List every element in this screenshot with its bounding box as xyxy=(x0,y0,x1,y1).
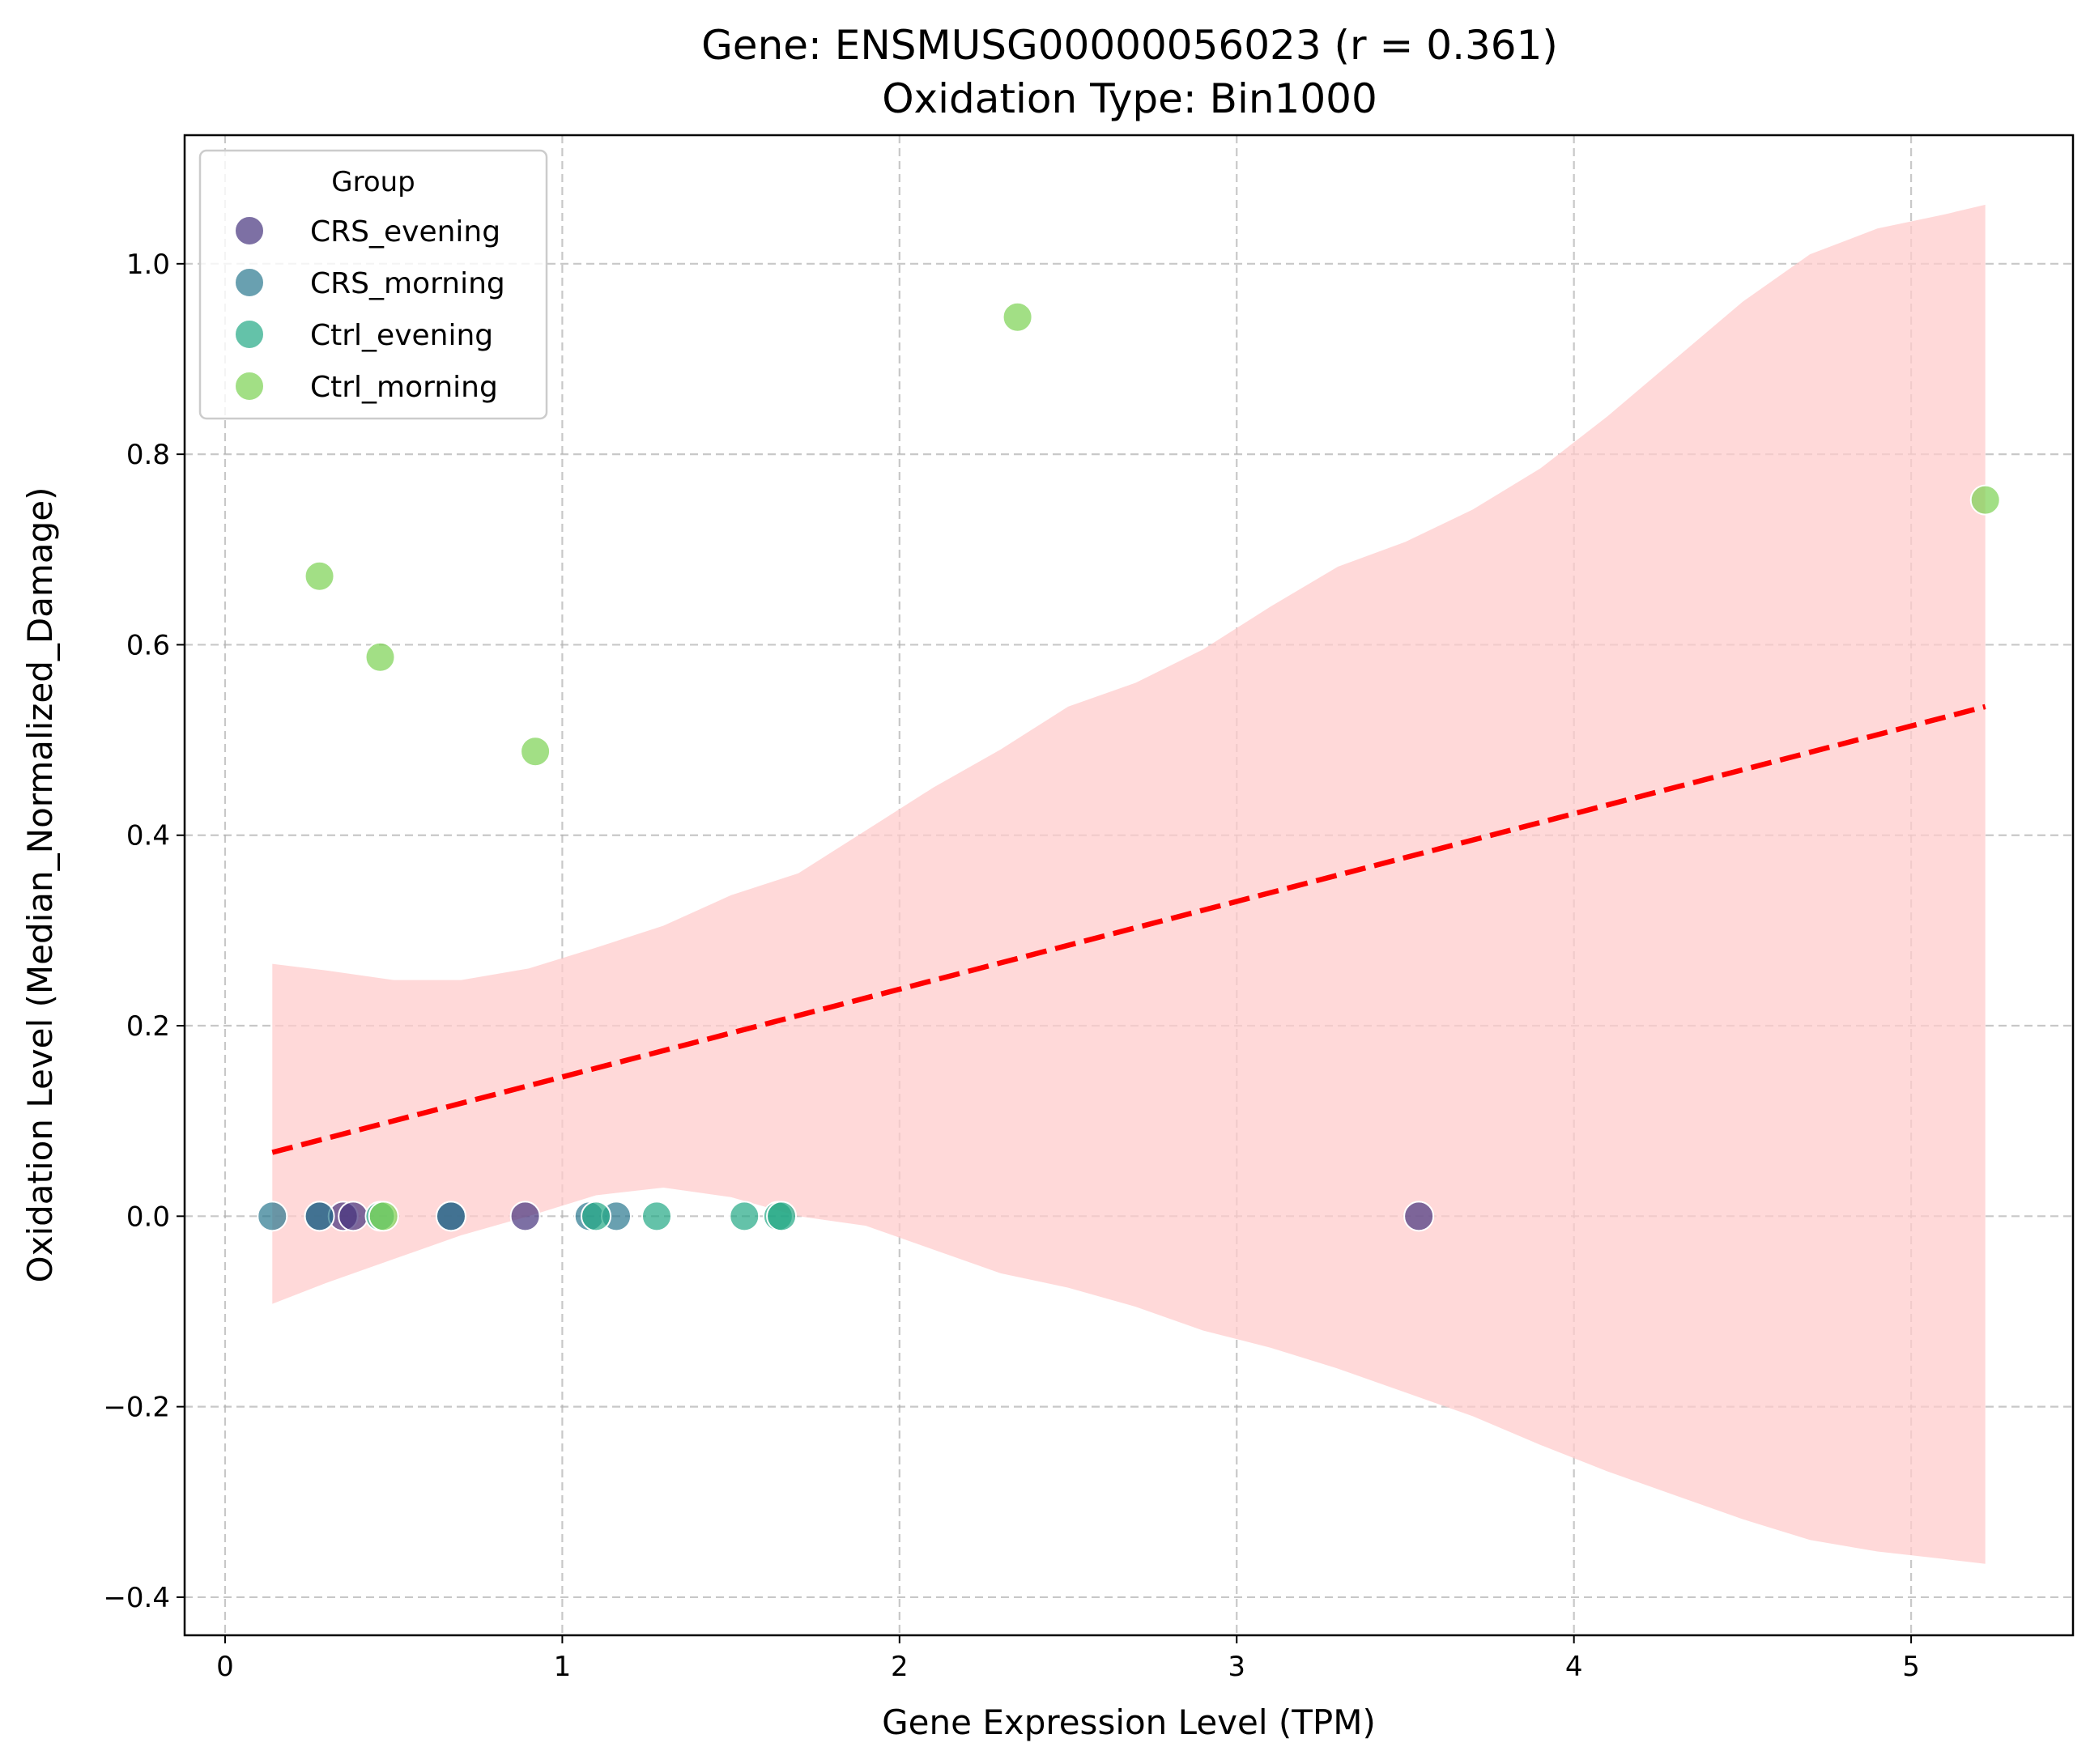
y-tick-label: −0.4 xyxy=(103,1582,170,1614)
data-point xyxy=(641,1201,672,1232)
x-tick-label: 1 xyxy=(554,1651,572,1683)
x-tick-label: 2 xyxy=(891,1651,909,1683)
y-tick-label: 0.0 xyxy=(126,1201,170,1233)
legend: Group CRS_evening CRS_morning Ctrl_evening… xyxy=(198,149,548,420)
x-tick-label: 4 xyxy=(1565,1651,1583,1683)
legend-marker xyxy=(234,215,265,246)
data-point xyxy=(1969,484,2001,516)
data-point xyxy=(368,1201,399,1232)
legend-box xyxy=(198,149,548,420)
legend-label: CRS_evening xyxy=(310,215,500,249)
legend-marker xyxy=(234,371,265,402)
data-point xyxy=(1403,1201,1435,1232)
x-tick-label: 0 xyxy=(216,1651,234,1683)
legend-label: Ctrl_morning xyxy=(310,371,498,404)
legend-items: CRS_evening CRS_morning Ctrl_evening Ctrl_m… xyxy=(234,215,505,404)
legend-marker xyxy=(234,319,265,350)
data-point xyxy=(766,1201,798,1232)
legend-label: Ctrl_evening xyxy=(310,319,493,352)
confidence-band xyxy=(272,204,1986,1564)
data-point xyxy=(581,1201,612,1232)
data-point xyxy=(304,1201,335,1232)
data-point xyxy=(520,736,551,767)
regression-line xyxy=(271,703,1986,1155)
data-point xyxy=(364,641,396,673)
x-tick-label: 5 xyxy=(1902,1651,1920,1683)
legend-title: Group xyxy=(331,166,415,198)
data-point xyxy=(304,560,335,592)
y-tick-label: 1.0 xyxy=(126,249,170,281)
plot-frame xyxy=(183,134,2075,1637)
regression-line-layer xyxy=(271,703,1986,1155)
chart-title-line-2: Oxidation Type: Bin1000 xyxy=(882,75,1377,122)
legend-label: CRS_morning xyxy=(310,267,505,300)
axis-ticks: 0 1 2 3 4 5 −0.4 −0.2 0.0 0.2 0.4 0.6 0.8 1.0 xyxy=(103,249,1919,1683)
data-point xyxy=(509,1201,541,1232)
x-axis-label: Gene Expression Level (TPM) xyxy=(882,1702,1376,1742)
y-tick-label: 0.8 xyxy=(126,439,170,471)
legend-marker xyxy=(234,267,265,298)
data-point xyxy=(1002,301,1033,333)
data-points-layer xyxy=(257,301,2001,1232)
y-tick-label: −0.2 xyxy=(103,1392,170,1424)
data-point xyxy=(257,1201,288,1232)
chart-title-line-1: Gene: ENSMUSG00000056023 (r = 0.361) xyxy=(701,22,1558,69)
data-point xyxy=(729,1201,760,1232)
y-tick-label: 0.6 xyxy=(126,629,170,661)
x-tick-label: 3 xyxy=(1228,1651,1245,1683)
confidence-band-layer xyxy=(272,204,1986,1564)
y-tick-label: 0.4 xyxy=(126,820,170,852)
y-axis-label: Oxidation Level (Median_Normalized_Damag… xyxy=(20,487,60,1283)
data-point xyxy=(435,1201,466,1232)
y-tick-label: 0.2 xyxy=(126,1010,170,1043)
data-point xyxy=(338,1201,369,1232)
